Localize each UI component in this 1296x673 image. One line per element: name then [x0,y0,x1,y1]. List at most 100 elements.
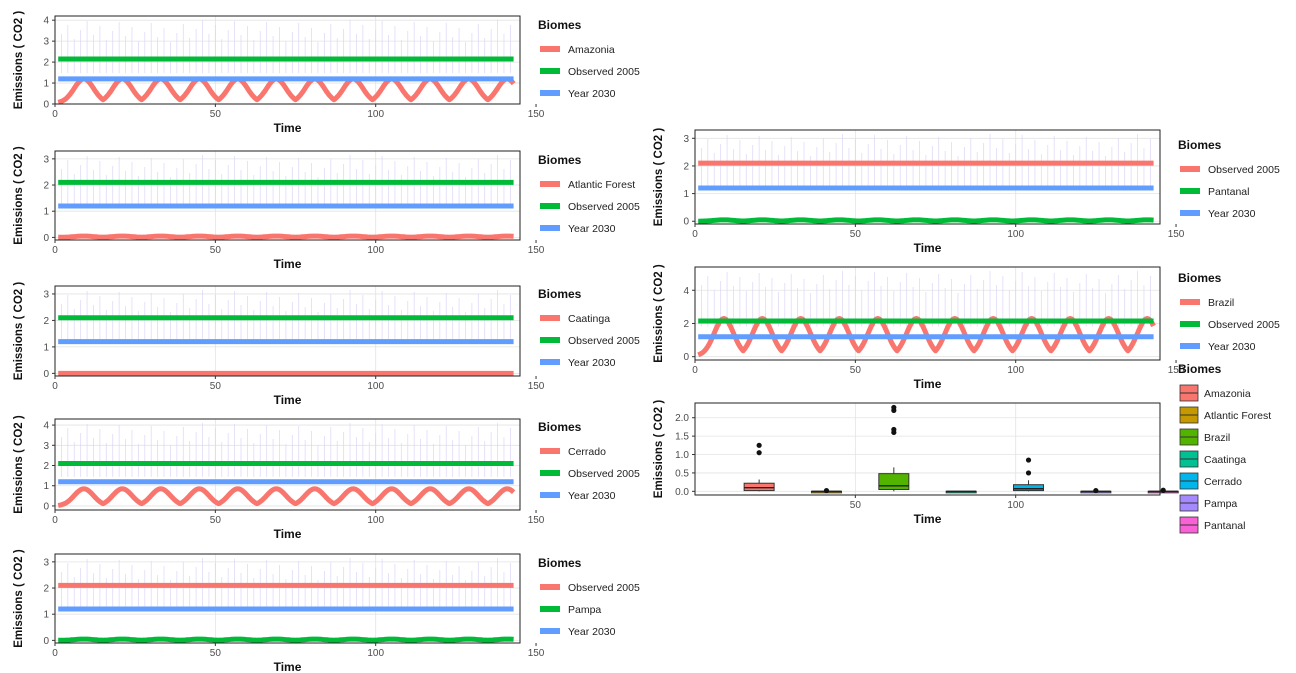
x-axis-title: Time [274,393,302,407]
legend-label: Amazonia [1204,388,1251,400]
legend-item: Observed 2005 [540,582,640,594]
chart-panel-1: 0 1 2 3 4 0 50 100 150 Time Emissions ( CO2 ) Biome… [13,11,640,135]
y-tick-label: 0 [683,217,689,228]
y-tick-label: 4 [43,421,49,432]
legend-key [540,203,560,209]
plot-border [54,285,521,377]
y-tick-label: 3 [43,289,49,300]
legend-item: Observed 2005 [540,201,640,213]
y-tick-label: 2 [43,461,49,472]
x-tick-label: 50 [210,109,222,120]
x-tick-label: 100 [1007,229,1024,240]
box-outlier [1025,457,1032,463]
x-tick-label: 150 [1168,229,1185,240]
plot-border [694,129,1161,225]
x-tick-label: 100 [367,515,384,526]
legend-label: Caatinga [1204,454,1246,466]
legend-key [540,315,560,321]
y-tick-label: 0 [43,501,49,512]
x-tick-label: 0 [52,648,58,659]
legend-label: Pantanal [1208,186,1249,198]
x-tick-label: 150 [528,109,545,120]
y-tick-label: 0 [43,233,49,244]
y-tick-label: 0.5 [675,468,689,479]
legend-item: Observed 2005 [540,468,640,480]
y-tick-label: 3 [43,441,49,452]
legend-label: Observed 2005 [1208,319,1280,331]
plot-panel [55,151,520,240]
y-tick-label: 1 [43,342,49,353]
legend-item: Cerrado [1179,472,1242,490]
y-tick-label: 4 [683,286,689,297]
y-tick-label: 0.0 [675,487,689,498]
box-pantanal [1147,487,1179,494]
legend-item: Cerrado [540,446,606,458]
legend-label: Year 2030 [568,88,616,100]
legend-label: Atlantic Forest [568,179,635,191]
legend-key [540,606,560,612]
box-caatinga [945,490,977,494]
chart-panel-8: 0.0 0.5 1.0 1.5 2.0 50 100 Time Emissions ( CO2 … [653,362,1271,534]
x-tick-label: 100 [367,109,384,120]
x-tick-label: 150 [528,515,545,526]
y-tick-label: 2 [43,316,49,327]
legend-label: Brazil [1204,432,1230,444]
series-line [57,636,515,643]
x-axis-title: Time [914,241,942,255]
legend-item: Pampa [1179,494,1237,512]
legend-title: Biomes [1178,271,1222,285]
legend-label: Year 2030 [568,490,616,502]
legend-label: Caatinga [568,313,610,325]
box-outlier [891,404,897,411]
y-axis-title: Emissions ( CO2 ) [653,400,665,499]
y-tick-label: 1 [43,207,49,218]
x-tick-label: 150 [1168,365,1185,376]
x-tick-label: 100 [1007,365,1024,376]
x-tick-label: 0 [52,109,58,120]
box-atlantic-forest [810,487,842,494]
box-outlier [756,442,762,448]
y-tick-label: 0 [43,636,49,647]
x-axis-title: Time [274,527,302,541]
box-pampa [1080,487,1112,494]
y-axis-title: Emissions ( CO2 ) [13,415,25,514]
y-tick-label: 1.5 [675,432,689,443]
x-tick-label: 0 [692,365,698,376]
box-outlier [756,450,762,456]
x-tick-label: 150 [528,245,545,256]
legend-item: Brazil [1179,428,1230,446]
plot-panel [695,130,1160,224]
legend-label: Year 2030 [1208,341,1256,353]
legend-label: Pampa [1204,498,1237,510]
legend-label: Cerrado [1204,476,1242,488]
legend-label: Observed 2005 [568,468,640,480]
y-axis-title: Emissions ( CO2 ) [13,549,25,648]
y-tick-label: 2.0 [675,413,689,424]
x-tick-label: 50 [210,245,222,256]
x-tick-label: 100 [367,245,384,256]
chart-panel-7: 0 2 4 0 50 100 150 Time Emissions ( CO2 ) Biomes B… [653,264,1280,391]
y-tick-label: 1 [43,79,49,90]
legend-label: Year 2030 [1208,208,1256,220]
legend-item: Pantanal [1179,516,1245,534]
legend-title: Biomes [1178,138,1222,152]
x-axis-title: Time [274,660,302,673]
legend-label: Observed 2005 [568,582,640,594]
legend-key [540,492,560,498]
legend-item: Caatinga [1179,450,1246,468]
x-tick-label: 50 [850,229,862,240]
legend-key [540,628,560,634]
x-tick-label: 100 [1007,500,1024,511]
plot-border [54,553,521,644]
legend-key [1180,188,1200,194]
series-line [57,76,516,105]
y-axis-title: Emissions ( CO2 ) [13,11,25,110]
legend-item: Observed 2005 [540,335,640,347]
x-tick-label: 0 [52,515,58,526]
x-tick-label: 100 [367,648,384,659]
chart-panel-5: 0 1 2 3 0 50 100 150 Time Emissions ( CO2 ) Biomes… [13,549,640,673]
legend-key [540,181,560,187]
plot-panel [55,554,520,643]
legend-key [540,337,560,343]
